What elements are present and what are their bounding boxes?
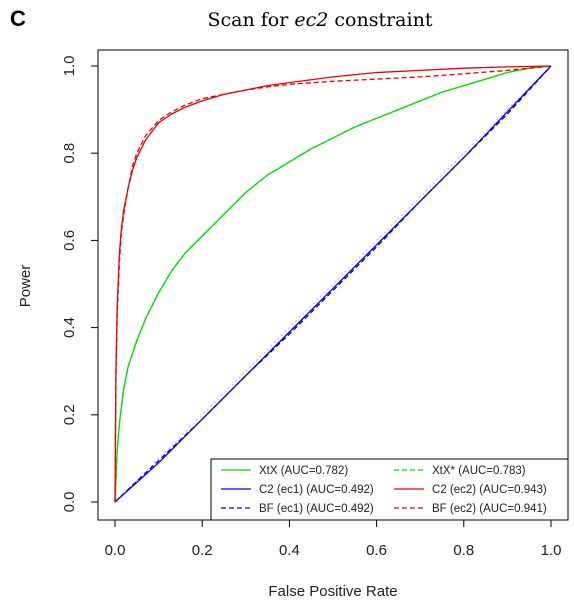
chart-title-prefix: Scan for xyxy=(208,9,295,31)
series-layer xyxy=(114,65,552,503)
panel-letter: C xyxy=(10,6,26,31)
series-line-4 xyxy=(114,65,552,503)
y-tick-label: 0.6 xyxy=(61,230,78,251)
x-tick-label: 0.2 xyxy=(192,542,213,559)
series-line-2 xyxy=(114,65,552,503)
legend-entry: C2 (ec2) (AUC=0.943) xyxy=(432,484,547,496)
x-tick-label: 0.8 xyxy=(453,542,474,559)
series-line-5 xyxy=(114,65,552,503)
x-tick-label: 1.0 xyxy=(541,542,562,559)
y-axis: 0.0 0.2 0.4 0.6 0.8 1.0 xyxy=(61,56,98,513)
legend-entry: XtX (AUC=0.782) xyxy=(259,465,348,477)
y-axis-label: Power xyxy=(17,265,34,308)
legend-entry: BF (ec1) (AUC=0.492) xyxy=(259,503,374,515)
series-line-0 xyxy=(114,65,552,503)
legend-entry: C2 (ec1) (AUC=0.492) xyxy=(259,484,374,496)
x-axis-label: False Positive Rate xyxy=(268,583,397,600)
y-tick-label: 1.0 xyxy=(61,56,78,77)
x-axis: 0.0 0.2 0.4 0.6 0.8 1.0 xyxy=(105,520,562,559)
x-tick-label: 0.4 xyxy=(279,542,300,559)
series-line-3 xyxy=(114,65,552,503)
chart-title-suffix: constraint xyxy=(328,9,432,31)
legend-box xyxy=(210,458,569,521)
y-tick-label: 0.4 xyxy=(61,317,78,338)
y-tick-label: 0.8 xyxy=(61,143,78,164)
y-tick-label: 0.0 xyxy=(61,492,78,513)
legend: XtX (AUC=0.782) XtX* (AUC=0.783) C2 (ec1) … xyxy=(210,458,569,521)
y-tick-label: 0.2 xyxy=(61,404,78,425)
legend-entry: BF (ec2) (AUC=0.941) xyxy=(432,503,547,515)
series-line-1 xyxy=(114,65,552,503)
x-tick-label: 0.6 xyxy=(366,542,387,559)
legend-entry: XtX* (AUC=0.783) xyxy=(432,465,526,477)
chart-title: Scan for ec2 constraint xyxy=(208,9,433,31)
chart-title-italic: ec2 xyxy=(294,9,328,31)
x-tick-label: 0.0 xyxy=(105,542,126,559)
diagonal-reference-line xyxy=(114,65,552,503)
plot-frame xyxy=(97,49,569,521)
